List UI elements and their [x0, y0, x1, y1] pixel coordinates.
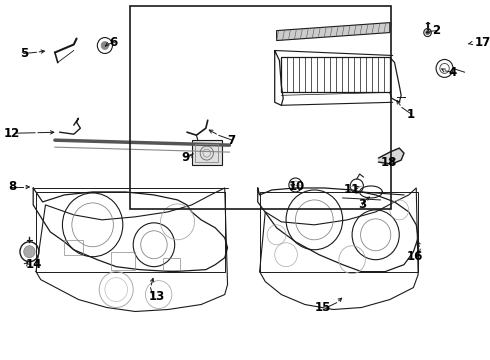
Polygon shape [277, 23, 390, 41]
Text: 2: 2 [432, 24, 441, 37]
Circle shape [24, 246, 35, 258]
Polygon shape [378, 148, 404, 164]
Text: 14: 14 [25, 258, 42, 271]
Text: 5: 5 [20, 47, 28, 60]
Text: 4: 4 [448, 66, 457, 79]
Text: 12: 12 [4, 127, 20, 140]
Text: 3: 3 [358, 198, 366, 211]
Bar [196, 144, 218, 162]
Text: 15: 15 [315, 301, 331, 314]
Text: 16: 16 [407, 250, 423, 263]
Text: 7: 7 [227, 134, 236, 147]
Circle shape [101, 41, 109, 50]
Bar [163, 258, 180, 270]
Text: 1: 1 [407, 108, 415, 121]
Text: 18: 18 [381, 156, 397, 168]
Bar [64, 240, 83, 255]
Bar [192, 140, 222, 165]
Text: 11: 11 [343, 184, 360, 197]
Bar [112, 252, 135, 270]
Text: 10: 10 [289, 180, 305, 193]
Bar [130, 6, 392, 209]
Text: 17: 17 [475, 36, 490, 49]
Text: 9: 9 [182, 150, 190, 163]
Text: 6: 6 [110, 36, 118, 49]
Text: 13: 13 [148, 290, 165, 303]
Bar [281, 58, 390, 92]
Text: 8: 8 [8, 180, 16, 193]
Circle shape [426, 31, 429, 35]
